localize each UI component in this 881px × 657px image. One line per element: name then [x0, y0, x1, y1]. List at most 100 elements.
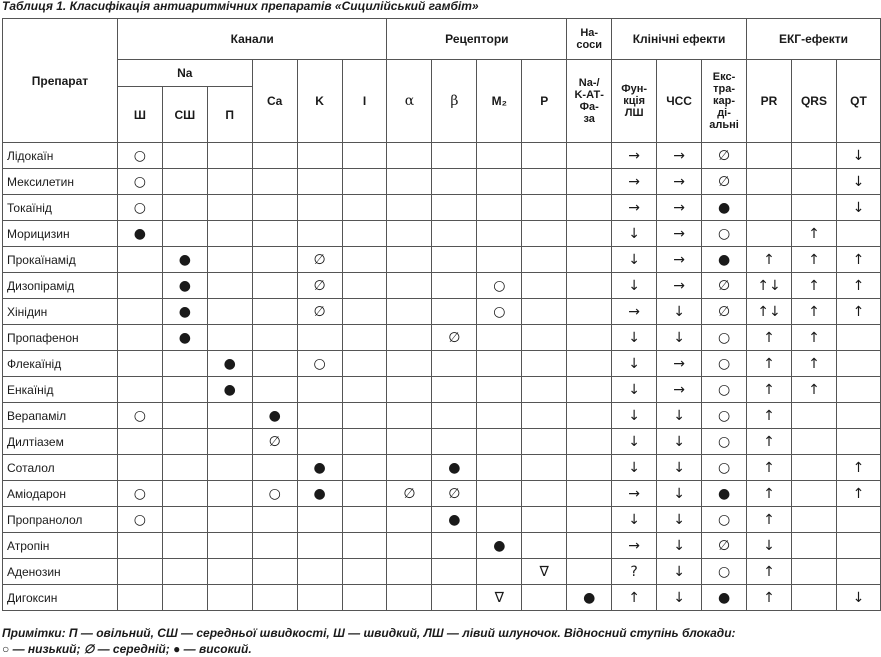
cell: [116, 532, 163, 559]
cell: [835, 532, 881, 559]
table-row: Енкаїнід ● ↓ → ○ ↑ ↑: [2, 376, 881, 403]
cell: [835, 376, 881, 403]
table-row: Дилтіазем ∅ ↓ ↓ ○ ↑: [2, 428, 881, 455]
cell: [296, 532, 343, 559]
cell: ○: [116, 402, 163, 429]
cell: [206, 324, 253, 351]
cell: ●: [701, 584, 748, 611]
table-row: Хінідин ● ∅ ○ → ↓ ∅ ↑↓ ↑ ↑: [2, 298, 881, 325]
cell: [341, 558, 388, 585]
cell: ↑: [746, 428, 792, 455]
cell: ↓: [656, 480, 703, 507]
cell: [566, 194, 613, 221]
table-row: Токаїнід ○ → → ● ↓: [2, 194, 881, 221]
header-hr: ЧСС: [656, 59, 703, 143]
cell: [161, 532, 208, 559]
cell: ↓: [656, 402, 703, 429]
cell: ∅: [386, 480, 433, 507]
cell: →: [656, 376, 703, 403]
cell: ↑: [746, 324, 792, 351]
cell: ∅: [701, 532, 748, 559]
cell: [521, 246, 568, 273]
cell: ↑: [746, 558, 792, 585]
cell: ↓: [611, 454, 658, 481]
cell: →: [656, 142, 703, 169]
cell: [251, 324, 298, 351]
cell: [431, 402, 478, 429]
drug-name: Мексилетин: [2, 168, 118, 195]
cell: [476, 220, 523, 247]
cell: ↑: [790, 220, 837, 247]
cell: [251, 454, 298, 481]
cell: [790, 532, 837, 559]
table-row: Соталол ● ● ↓ ↓ ○ ↑ ↑: [2, 454, 881, 481]
cell: [206, 584, 253, 611]
cell: [521, 220, 568, 247]
header-k: K: [296, 59, 343, 143]
header-p: P: [521, 59, 568, 143]
cell: ●: [701, 480, 748, 507]
cell: [476, 350, 523, 377]
cell: [746, 168, 792, 195]
cell: ↑: [790, 298, 837, 325]
cell: ○: [476, 272, 523, 299]
header-qrs: QRS: [790, 59, 837, 143]
cell: ↓: [656, 324, 703, 351]
cell: [835, 558, 881, 585]
cell: [476, 324, 523, 351]
cell: ○: [701, 350, 748, 377]
cell: [835, 402, 881, 429]
cell: [296, 194, 343, 221]
cell: ○: [116, 506, 163, 533]
header-alpha: α: [386, 59, 433, 143]
cell: [116, 428, 163, 455]
cell: ●: [161, 324, 208, 351]
cell: ↓: [656, 532, 703, 559]
cell: [521, 350, 568, 377]
cell: [116, 350, 163, 377]
cell: [431, 298, 478, 325]
cell: ↑: [746, 402, 792, 429]
cell: [476, 142, 523, 169]
cell: [476, 454, 523, 481]
cell: ↑: [746, 350, 792, 377]
cell: ●: [206, 376, 253, 403]
cell: [386, 298, 433, 325]
cell: ○: [701, 428, 748, 455]
header-ecg-effects: ЕКГ-ефекти: [746, 18, 881, 60]
cell: ↑: [835, 246, 881, 273]
cell: [341, 350, 388, 377]
cell: ○: [701, 376, 748, 403]
cell: ●: [431, 454, 478, 481]
cell: [521, 480, 568, 507]
header-na-fast: Ш: [116, 86, 163, 143]
drug-name: Токаїнід: [2, 194, 118, 221]
cell: ↓: [835, 194, 881, 221]
cell: [116, 298, 163, 325]
classification-table: Препарат Канали Рецептори На- соси Кліні…: [2, 18, 881, 611]
cell: [251, 194, 298, 221]
cell: [386, 246, 433, 273]
cell: [566, 532, 613, 559]
cell: ↓: [611, 376, 658, 403]
cell: ↓: [611, 350, 658, 377]
cell: [431, 376, 478, 403]
cell: ●: [566, 584, 613, 611]
cell: [835, 350, 881, 377]
cell: ∅: [701, 272, 748, 299]
cell: [790, 402, 837, 429]
cell: →: [611, 480, 658, 507]
header-ca: Ca: [251, 59, 298, 143]
cell: →: [611, 298, 658, 325]
cell: [746, 142, 792, 169]
cell: [476, 168, 523, 195]
cell: [790, 558, 837, 585]
drug-name: Соталол: [2, 454, 118, 481]
cell: ↑: [835, 272, 881, 299]
drug-name: Хінідин: [2, 298, 118, 325]
cell: [386, 376, 433, 403]
cell: [386, 532, 433, 559]
header-drug: Препарат: [2, 18, 118, 143]
cell: ●: [701, 194, 748, 221]
cell: [566, 558, 613, 585]
